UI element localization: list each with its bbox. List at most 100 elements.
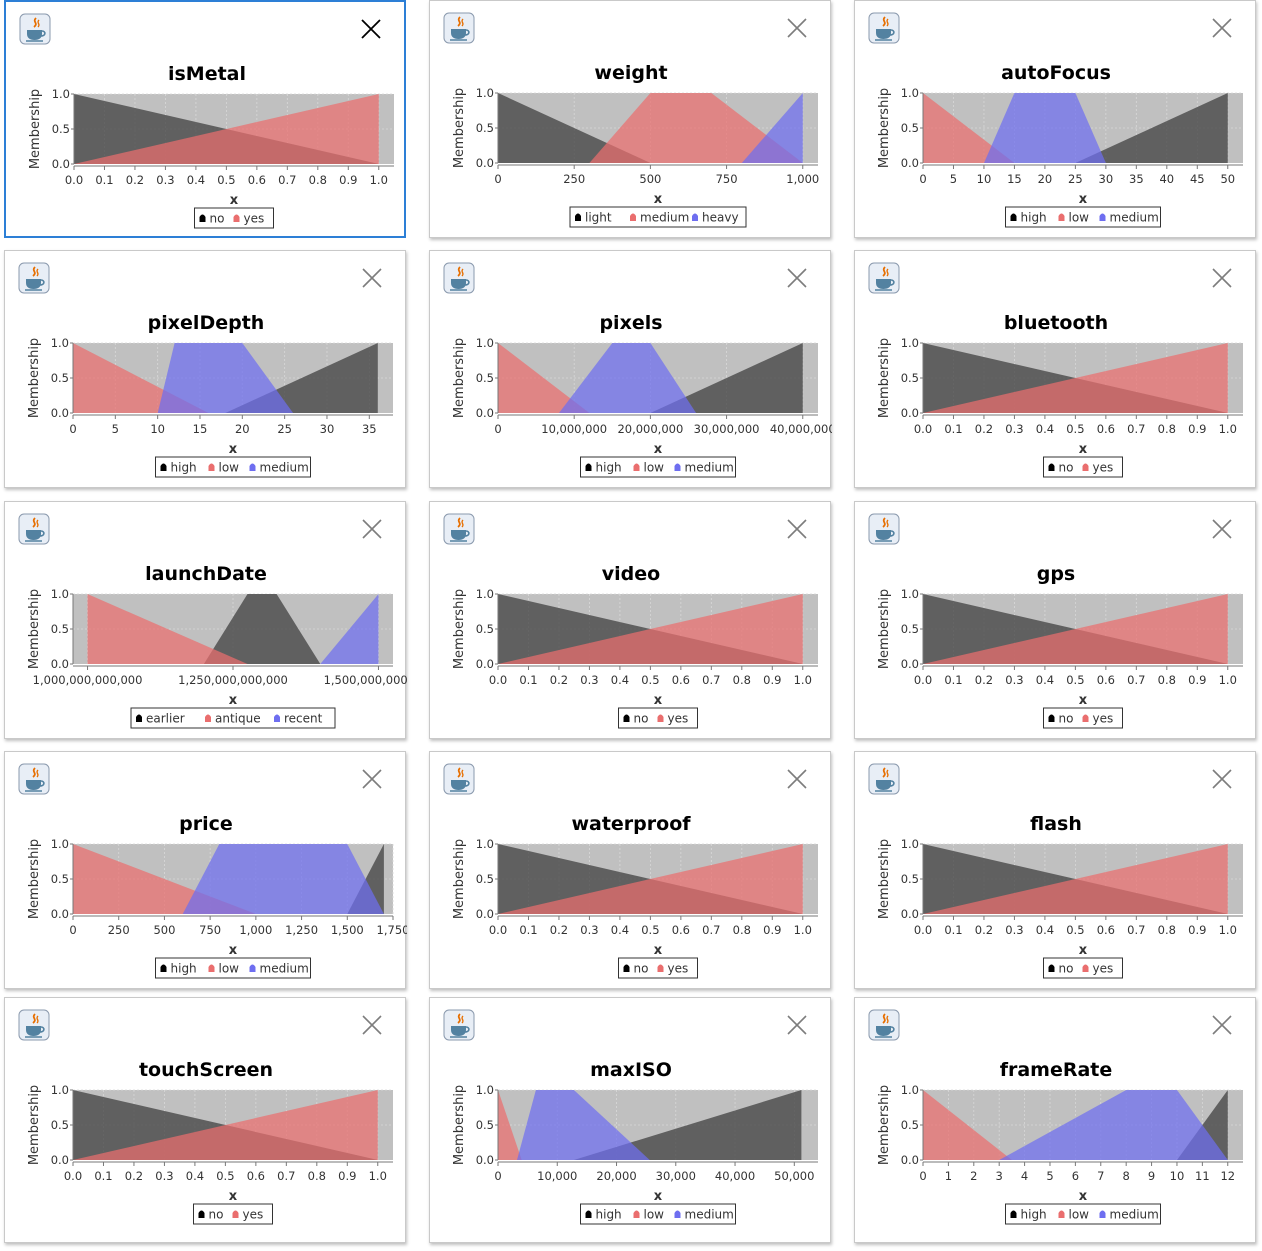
legend-swatch [136,714,142,722]
chart-window-video[interactable]: video 0.0 0.5 1.0 0.0 0.1 0.2 0.3 0.4 0.5 0.6 0.7 0.… [429,501,831,739]
membership-area-earlier [203,594,321,664]
x-tick-label: 0.4 [1036,923,1054,937]
x-axis-label: x [654,192,663,207]
x-tick-label: 0.5 [1066,673,1084,687]
legend-label: low [1069,1208,1090,1222]
legend-label: high [596,461,622,475]
close-icon[interactable] [361,1014,383,1036]
x-tick-label: 35 [362,422,377,436]
close-icon[interactable] [360,18,382,40]
chart-window-pixelDepth[interactable]: pixelDepth 0.0 0.5 1.0 0 5 10 15 20 25 30 35 x Member… [4,250,406,488]
membership-area-low [498,343,590,413]
x-tick-label: 0.8 [1158,923,1176,937]
close-icon[interactable] [786,267,808,289]
legend-swatch [274,714,280,722]
legend-label: antique [215,712,261,726]
legend-swatch [1058,213,1065,221]
x-tick-label: 0.8 [1158,673,1176,687]
y-tick-label: 1.0 [476,1083,494,1097]
legend-swatch [1010,1210,1017,1218]
legend [580,1203,736,1225]
close-icon[interactable] [786,768,808,790]
x-tick-label: 0.2 [975,923,993,937]
legend-label: high [1021,1208,1047,1222]
legend-label: medium [685,461,734,475]
chart-title: weight [594,62,667,84]
membership-chart: launchDate 0.0 0.5 1.0 1,000,000,000,000 1,25… [27,563,407,729]
close-icon[interactable] [786,17,808,39]
chart-window-weight[interactable]: weight 0.0 0.5 1.0 0 250 500 750 1,000 x Membershi… [429,0,831,238]
x-axis-label: x [654,693,663,708]
x-tick-label: 0.8 [1158,422,1176,436]
chart-window-maxISO[interactable]: maxISO 0.0 0.5 1.0 0 10,000 20,000 30,000 40,000… [429,997,831,1243]
y-axis-label: Membership [877,338,892,418]
chart-window-touchScreen[interactable]: touchScreen 0.0 0.5 1.0 0.0 0.1 0.2 0.3 0.4 0.5 0.… [4,997,406,1243]
chart-window-bluetooth[interactable]: bluetooth 0.0 0.5 1.0 0.0 0.1 0.2 0.3 0.4 0.5 0.6 0… [854,250,1256,488]
close-icon[interactable] [786,518,808,540]
chart-window-frameRate[interactable]: frameRate 0.0 0.5 1.0 0 1 2 3 4 5 6 7 8 9 10 11 12 x Membe… [854,997,1256,1243]
chart-window-gps[interactable]: gps 0.0 0.5 1.0 0.0 0.1 0.2 0.3 0.4 0.5 0.6 0.7 0.8 0… [854,501,1256,739]
x-tick-label: 0.1 [944,923,962,937]
x-tick-label: 0.3 [155,1169,173,1183]
membership-area-light [498,93,651,163]
java-app-icon [868,12,900,44]
close-icon[interactable] [361,518,383,540]
chart-window-pixels[interactable]: pixels 0.0 0.5 1.0 0 10,000,000 20,000,000 30,0… [429,250,832,488]
close-icon[interactable] [1211,1014,1233,1036]
chart-window-price[interactable]: price 0.0 0.5 1.0 0 250 500 750 1,000 1,250 1,500 1… [4,751,407,989]
x-tick-label: 0 [494,1169,501,1183]
chart-window-flash[interactable]: flash 0.0 0.5 1.0 0.0 0.1 0.2 0.3 0.4 0.5 0.6 0.7 0.… [854,751,1256,989]
membership-chart: isMetal 0.0 0.5 1.0 0.0 0.1 0.2 0.3 0.4 0.5 0.6 0.7… [28,63,394,229]
x-tick-label: 3 [996,1169,1003,1183]
x-tick-label: 20 [1038,172,1053,186]
close-icon[interactable] [1211,518,1233,540]
membership-chart: flash 0.0 0.5 1.0 0.0 0.1 0.2 0.3 0.4 0.5 0.6 0.7 0.… [877,813,1243,979]
y-tick-label: 0.5 [476,1118,494,1132]
java-app-icon [19,13,51,45]
close-icon[interactable] [1211,17,1233,39]
x-tick-label: 1,250,000,000,000 [178,673,288,687]
close-icon[interactable] [361,768,383,790]
x-tick-label: 0 [69,422,76,436]
membership-area-yes [498,594,803,664]
close-icon[interactable] [786,1014,808,1036]
x-tick-label: 0.0 [914,422,932,436]
chart-title: launchDate [145,563,267,585]
legend [1005,206,1161,228]
y-axis-label: Membership [877,589,892,669]
close-icon[interactable] [361,267,383,289]
x-tick-label: 0.8 [733,923,751,937]
y-tick-label: 0.0 [901,1153,919,1167]
x-tick-label: 45 [1190,172,1205,186]
x-tick-label: 0.3 [1005,673,1023,687]
close-icon[interactable] [1211,768,1233,790]
legend-swatch [232,1210,239,1218]
y-axis-label: Membership [28,89,43,169]
java-app-icon [868,1009,900,1041]
x-tick-label: 0.7 [278,173,296,187]
y-tick-label: 0.5 [476,121,494,135]
chart-title: pixelDepth [148,312,265,334]
x-tick-label: 1.0 [370,173,388,187]
x-tick-label: 30 [1099,172,1114,186]
chart-window-launchDate[interactable]: launchDate 0.0 0.5 1.0 1,000,000,000,000 1,25… [4,501,407,739]
x-tick-label: 0.2 [125,1169,143,1183]
y-tick-label: 0.5 [901,371,919,385]
membership-area-yes [923,594,1228,664]
chart-window-autoFocus[interactable]: autoFocus 0.0 0.5 1.0 0 5 10 15 20 25 30 35 40 45 50 x M… [854,0,1256,238]
close-icon[interactable] [1211,267,1233,289]
chart-window-waterproof[interactable]: waterproof 0.0 0.5 1.0 0.0 0.1 0.2 0.3 0.4 0.5 0.6… [429,751,831,989]
membership-area-medium [559,343,697,413]
legend-swatch [1099,1210,1106,1218]
x-tick-label: 6 [1072,1169,1079,1183]
y-axis-label: Membership [452,589,467,669]
legend-swatch [1048,964,1055,972]
legend-swatch [160,463,167,471]
y-tick-label: 1.0 [901,86,919,100]
x-tick-label: 0.8 [309,173,327,187]
chart-window-isMetal[interactable]: isMetal 0.0 0.5 1.0 0.0 0.1 0.2 0.3 0.4 0.5 0.6 0.7… [4,0,406,238]
x-tick-label: 0.9 [338,1169,356,1183]
chart-title: flash [1030,813,1082,835]
x-tick-label: 40,000,000 [770,422,832,436]
membership-area-yes [73,1090,378,1160]
